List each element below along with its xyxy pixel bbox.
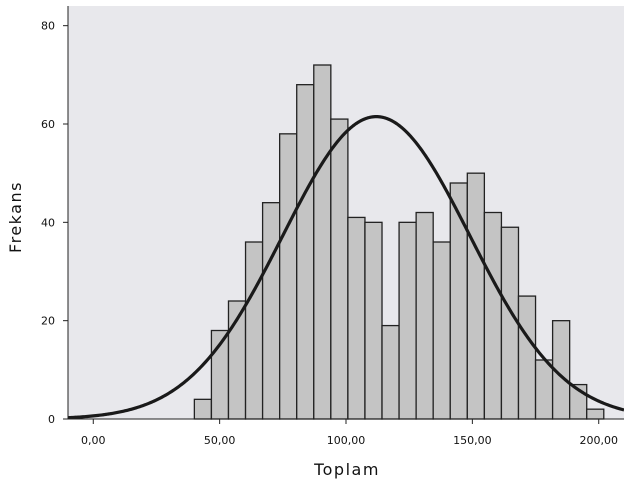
x-tick-label: 0,00 — [81, 434, 106, 447]
y-tick-label: 20 — [41, 315, 55, 328]
histogram-bar — [330, 118, 349, 420]
y-tick-label: 0 — [48, 413, 55, 426]
x-tick-label: 150,00 — [453, 434, 492, 447]
normal-curve — [67, 115, 624, 420]
histogram-bar — [415, 211, 434, 420]
y-axis-ticks: 0 20 40 60 80 — [41, 20, 68, 426]
histogram-bar — [313, 64, 332, 420]
x-tick-label: 50,00 — [204, 434, 236, 447]
y-axis-title: Frekans — [6, 181, 25, 253]
histogram-bar — [364, 221, 383, 420]
y-tick-label: 40 — [41, 216, 55, 229]
x-axis-ticks: 0,00 50,00 100,00 150,00 200,00 — [81, 419, 618, 447]
x-axis-title: Toplam — [313, 460, 380, 479]
histogram-bar — [432, 241, 451, 420]
x-tick-label: 200,00 — [579, 434, 618, 447]
histogram-bar — [500, 226, 520, 420]
histogram-bar — [244, 241, 264, 420]
histogram-bar — [347, 216, 366, 420]
histogram-bar — [466, 172, 486, 420]
histogram-bars — [193, 64, 605, 420]
histogram-bar — [449, 182, 468, 420]
histogram-bar — [381, 324, 400, 420]
histogram-bar — [483, 211, 503, 420]
histogram-bar — [586, 408, 605, 420]
x-tick-label: 100,00 — [327, 434, 366, 447]
histogram-bar — [193, 398, 213, 420]
y-tick-label: 80 — [41, 20, 55, 33]
histogram-bar — [296, 84, 315, 420]
histogram-bar — [534, 359, 554, 420]
histogram-bar — [261, 202, 281, 420]
histogram-bar — [398, 221, 417, 420]
y-tick-label: 60 — [41, 118, 55, 131]
histogram-bar — [517, 295, 537, 420]
histogram-bar — [279, 133, 298, 420]
